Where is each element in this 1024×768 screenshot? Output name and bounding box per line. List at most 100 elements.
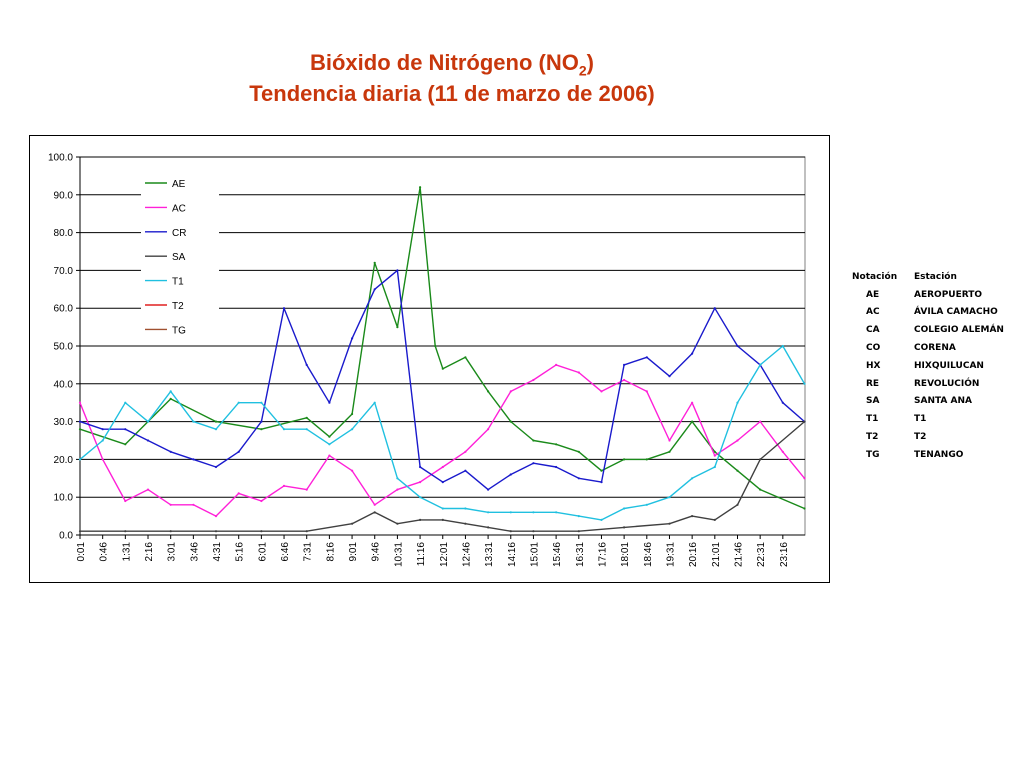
series-point-cr <box>668 375 671 378</box>
series-point-ac <box>328 454 331 457</box>
series-point-t1 <box>441 507 444 510</box>
x-tick-label: 7:31 <box>303 542 314 562</box>
series-point-cr <box>146 439 150 442</box>
y-tick-label: 80.0 <box>54 228 74 239</box>
series-point-cr <box>555 465 558 469</box>
series-point-ac <box>691 401 694 404</box>
series-point-sa <box>668 522 671 525</box>
series-point-sa <box>373 511 376 514</box>
series-point-ac <box>169 503 172 506</box>
series-point-ae <box>214 420 218 423</box>
series-point-t1 <box>146 420 150 423</box>
series-point-t1 <box>419 496 422 499</box>
x-tick-label: 22:31 <box>756 542 767 567</box>
series-point-cr <box>419 465 422 469</box>
series-point-t1 <box>781 344 784 348</box>
notation-code: TG <box>866 449 880 460</box>
series-point-ac <box>305 488 308 491</box>
series-point-ae <box>623 458 626 461</box>
notation-row: CA COLEGIO ALEMÁN <box>852 321 1004 339</box>
notation-station: TENANGO <box>914 449 964 460</box>
notation-row: TG TENANGO <box>852 446 1004 464</box>
x-tick-label: 8:16 <box>325 542 336 562</box>
x-tick-label: 2:16 <box>144 542 155 562</box>
series-point-sa <box>260 530 263 533</box>
series-point-sa <box>214 530 218 533</box>
series-point-cr <box>124 428 127 431</box>
series-point-ac <box>260 499 263 503</box>
series-point-ae <box>691 420 694 423</box>
legend-label-tg: TG <box>172 325 186 336</box>
x-tick-label: 11:16 <box>416 542 427 567</box>
x-tick-label: 3:01 <box>167 542 178 562</box>
notation-row: HX HIXQUILUCAN <box>852 357 1004 375</box>
series-point-t1 <box>532 511 535 514</box>
x-tick-label: 6:46 <box>280 542 291 562</box>
series-point-t1 <box>305 428 308 431</box>
legend-label-ac: AC <box>172 203 186 214</box>
x-tick-label: 3:46 <box>189 542 200 562</box>
x-tick-label: 18:46 <box>643 542 654 567</box>
series-point-sa <box>124 530 127 533</box>
x-tick-label: 23:16 <box>779 542 790 567</box>
notation-code: CA <box>866 325 880 336</box>
series-point-cr <box>464 469 467 472</box>
series-point-ac <box>192 503 195 506</box>
y-tick-label: 10.0 <box>54 493 74 504</box>
series-point-sa <box>78 530 82 533</box>
series-point-ae <box>668 450 671 453</box>
series-point-ae <box>124 443 127 446</box>
series-point-ac <box>237 492 240 495</box>
series-point-t1 <box>192 420 195 423</box>
series-point-ac <box>781 450 784 453</box>
y-tick-label: 40.0 <box>54 379 74 390</box>
series-point-ae <box>645 458 648 461</box>
series-point-ac <box>396 488 399 491</box>
notation-code: AC <box>866 307 880 318</box>
y-tick-label: 20.0 <box>54 455 74 466</box>
series-point-cr <box>645 356 648 359</box>
y-tick-label: 60.0 <box>54 304 74 315</box>
series-point-cr <box>600 481 603 484</box>
series-point-cr <box>441 481 444 484</box>
series-point-t1 <box>759 363 762 366</box>
series-point-t1 <box>487 511 490 514</box>
notation-station: COLEGIO ALEMÁN <box>914 325 1004 336</box>
notation-station: REVOLUCIÓN <box>914 378 980 389</box>
series-point-t1 <box>577 515 580 518</box>
series-line-ae <box>79 186 805 510</box>
series-point-t1 <box>169 390 172 393</box>
series-point-t1 <box>600 518 603 521</box>
x-tick-label: 13:31 <box>484 542 495 567</box>
series-point-ae <box>169 397 172 400</box>
series-point-ae <box>803 507 806 510</box>
series-point-ae <box>532 439 535 442</box>
series-point-ac <box>487 428 490 431</box>
series-point-ac <box>645 390 648 393</box>
series-point-cr <box>260 420 263 423</box>
x-tick-label: 16:31 <box>575 542 586 567</box>
series-point-ae <box>419 186 422 189</box>
series-point-ae <box>713 450 716 453</box>
series-point-ac <box>419 481 422 484</box>
y-tick-label: 0.0 <box>59 531 73 542</box>
series-point-ae <box>351 412 354 416</box>
notation-code: RE <box>866 378 880 389</box>
notation-table: Notación Estación AE AEROPUERTO AC ÁVILA CA… <box>852 268 1004 464</box>
series-point-ae <box>305 416 308 419</box>
series-point-t1 <box>668 496 671 499</box>
legend-label-ae: AE <box>172 179 186 190</box>
series-point-t1 <box>645 503 648 506</box>
series-point-ae <box>577 450 580 453</box>
series-point-ac <box>464 450 467 453</box>
legend-box <box>141 171 219 344</box>
series-point-cr <box>713 307 716 310</box>
series-point-t1 <box>396 477 399 480</box>
series-point-t1 <box>555 511 558 514</box>
x-tick-label: 10:31 <box>393 542 404 567</box>
legend-label-cr: CR <box>172 228 186 239</box>
series-point-ac <box>101 458 104 461</box>
x-tick-label: 0:01 <box>76 542 87 562</box>
chart-title-line2: Tendencia diaria (11 de marzo de 2006) <box>249 81 655 106</box>
series-point-t1 <box>101 439 104 442</box>
